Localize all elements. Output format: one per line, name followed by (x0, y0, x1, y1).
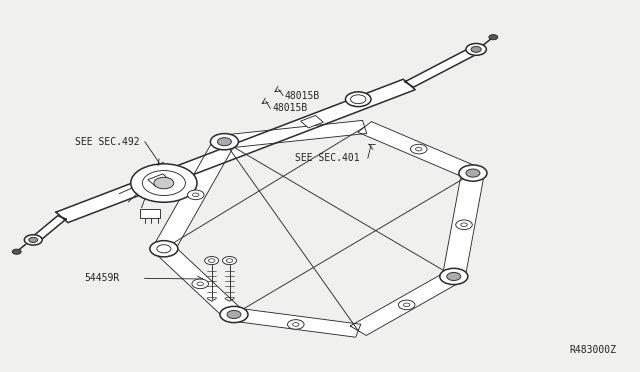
Text: R483000Z: R483000Z (570, 345, 616, 355)
Circle shape (466, 169, 480, 177)
Circle shape (29, 237, 38, 243)
Text: 48015B: 48015B (285, 90, 320, 100)
Polygon shape (350, 272, 462, 336)
Text: SEE SEC.492: SEE SEC.492 (75, 137, 140, 147)
Polygon shape (56, 79, 415, 222)
Circle shape (227, 310, 241, 318)
Polygon shape (405, 48, 477, 87)
Circle shape (447, 272, 461, 280)
Circle shape (287, 320, 304, 329)
Circle shape (459, 165, 487, 181)
Text: 54459R: 54459R (84, 273, 120, 283)
Circle shape (466, 44, 486, 55)
Text: SEE SEC.401: SEE SEC.401 (294, 153, 359, 163)
Circle shape (220, 307, 248, 323)
Circle shape (440, 268, 468, 285)
Circle shape (211, 134, 239, 150)
Text: 48015B: 48015B (272, 103, 307, 113)
Polygon shape (358, 122, 480, 179)
Circle shape (456, 220, 472, 230)
Circle shape (410, 144, 427, 154)
Circle shape (192, 279, 209, 289)
Circle shape (205, 257, 219, 264)
Polygon shape (153, 140, 236, 251)
Circle shape (398, 300, 415, 310)
Circle shape (471, 46, 481, 52)
Circle shape (346, 92, 371, 107)
Polygon shape (34, 216, 66, 239)
Polygon shape (154, 245, 244, 318)
Bar (148, 174, 170, 186)
Circle shape (154, 177, 174, 189)
Polygon shape (222, 121, 367, 148)
Circle shape (150, 241, 178, 257)
Circle shape (188, 190, 204, 200)
Circle shape (24, 235, 42, 245)
Circle shape (12, 249, 21, 254)
Circle shape (131, 164, 197, 202)
Polygon shape (232, 308, 361, 337)
Circle shape (218, 138, 232, 146)
Bar (301, 115, 323, 128)
Circle shape (489, 35, 498, 40)
FancyBboxPatch shape (140, 209, 160, 218)
Polygon shape (442, 172, 484, 277)
Circle shape (223, 257, 237, 264)
